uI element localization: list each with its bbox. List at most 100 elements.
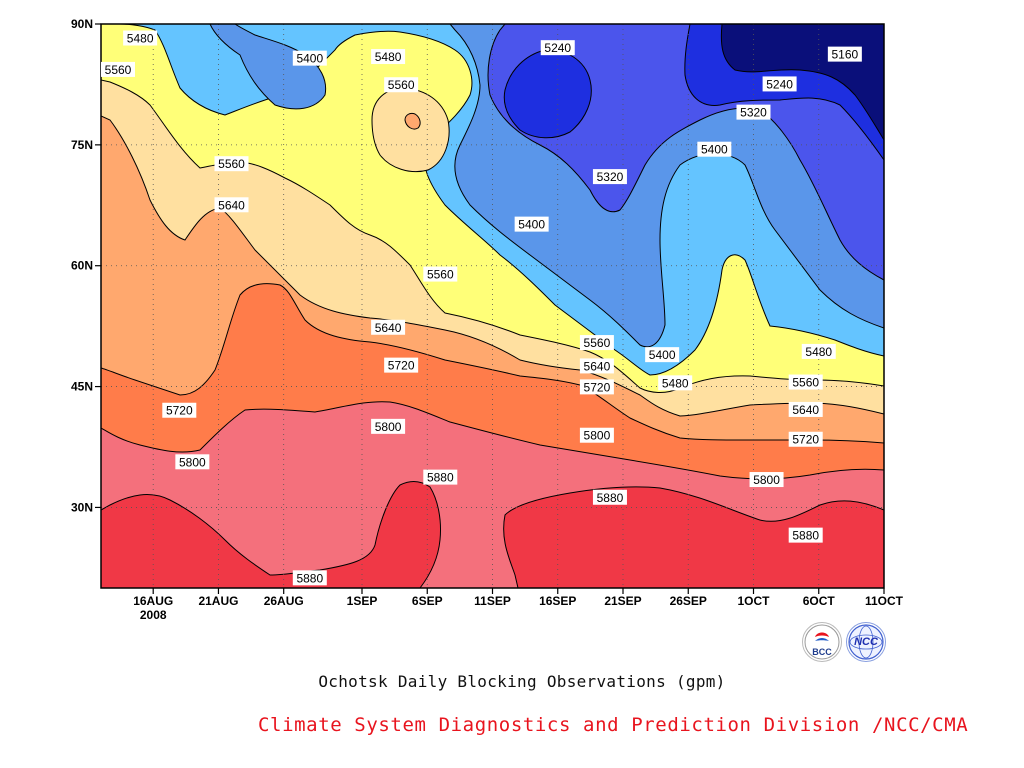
contour-label-text: 5480 [805,345,832,359]
contour-label-17: 5400 [645,347,680,363]
contour-label-text: 5560 [427,268,454,282]
contour-label-text: 5720 [166,404,193,418]
contour-label-23: 5720 [579,379,614,395]
contour-label-text: 5400 [649,348,676,362]
contour-label-text: 5880 [296,571,323,585]
credit-line: Climate System Diagnostics and Predictio… [258,714,969,736]
contour-label-33: 5880 [788,527,823,543]
contour-label-text: 5880 [427,471,454,485]
contour-label-bg [762,76,797,92]
contour-label-21: 5560 [788,374,823,390]
contour-label-text: 5880 [597,491,624,505]
ncc-logo-text: NCC [854,636,878,648]
contour-label-text: 5640 [792,403,819,417]
contour-label-bg [101,61,135,77]
x-tick-label: 6SEP [412,594,443,608]
contour-label-29: 5800 [175,454,210,470]
fill-5640-island [404,112,421,130]
x-tick-label: 21SEP [604,594,641,608]
contour-label-bg [788,431,823,447]
contour-label-bg [292,50,327,66]
contour-label-text: 5800 [584,429,611,443]
contour-label-text: 5560 [388,78,415,92]
x-axis: 16AUG 21AUG 26AUG 1SEP 6SEP 11SEP 16SEP 21SEP 26… [133,588,904,608]
contour-label-text: 5400 [701,143,728,157]
contour-label-text: 5800 [375,420,402,434]
contour-label-24: 5720 [162,402,197,418]
contour-label-0: 5480 [123,30,158,46]
bcc-logo-icon: BCC [802,622,842,662]
contour-label-31: 5800 [749,472,784,488]
y-axis: 90N 75N 60N 45N 30N [71,17,101,514]
contour-label-text: 5320 [597,170,624,184]
x-tick-label: 16AUG [133,594,173,608]
contour-labels: 5480 5560 5400 5480 5560 5240 5160 5240 5320 5400… [101,30,862,586]
contour-label-14: 5560 [423,266,458,282]
contour-label-7: 5240 [762,76,797,92]
x-tick-label: 26AUG [264,594,304,608]
contour-label-bg [123,30,158,46]
y-tick-label: 30N [71,500,93,514]
contour-label-bg [292,570,327,586]
contour-label-bg [371,418,406,434]
contour-label-text: 5560 [105,63,132,77]
contour-label-bg [540,40,575,56]
contour-label-8: 5320 [736,104,771,120]
contour-label-bg [579,358,614,374]
contour-label-text: 5640 [375,321,402,335]
contour-label-text: 5720 [388,359,415,373]
contour-label-10: 5320 [592,169,627,185]
contour-label-text: 5800 [179,455,206,469]
contour-label-13: 5400 [514,216,549,232]
contour-label-text: 5720 [584,380,611,394]
y-tick-label: 45N [71,380,93,394]
contour-label-bg [736,104,771,120]
contour-label-4: 5560 [384,77,419,93]
contour-label-text: 5800 [753,473,780,487]
y-tick-label: 75N [71,138,93,152]
contour-label-text: 5480 [127,32,154,46]
contour-label-text: 5240 [766,77,793,91]
contour-label-11: 5560 [214,156,249,172]
contour-label-bg [514,216,549,232]
contour-label-bg [697,141,732,157]
contour-label-15: 5640 [371,319,406,335]
contour-label-bg [658,375,693,391]
contour-label-18: 5480 [801,343,836,359]
contour-label-text: 5480 [375,50,402,64]
contour-label-text: 5160 [831,48,858,62]
contour-label-bg [788,374,823,390]
contour-label-22: 5480 [658,375,693,391]
x-tick-label: 26SEP [670,594,707,608]
contour-label-bg [371,319,406,335]
contour-label-bg [827,46,862,62]
y-tick-label: 60N [71,259,93,273]
contour-label-bg [579,379,614,395]
x-tick-label: 1SEP [347,594,378,608]
x-tick-label: 11SEP [474,594,511,608]
x-axis-year-label: 2008 [140,608,167,622]
x-tick-label: 16SEP [539,594,576,608]
contour-label-25: 5640 [788,401,823,417]
contour-label-text: 5720 [792,433,819,447]
contour-label-text: 5480 [662,376,689,390]
contour-label-bg [384,357,419,373]
contour-label-bg [788,401,823,417]
contour-label-bg [645,347,680,363]
contour-label-9: 5400 [697,141,732,157]
bcc-logo-text: BCC [812,647,832,657]
contour-label-text: 5560 [584,336,611,350]
x-tick-label: 11OCT [865,594,904,608]
contour-label-bg [801,343,836,359]
contour-label-16: 5560 [579,335,614,351]
contour-label-3: 5480 [371,49,406,65]
contour-label-bg [162,402,197,418]
chart-title: Ochotsk Daily Blocking Observations (gpm… [318,672,726,691]
contour-label-text: 5640 [584,359,611,373]
contour-label-bg [788,527,823,543]
fill-5400-island [209,24,327,110]
x-tick-label: 1OCT [737,594,770,608]
contour-label-text: 5560 [218,157,245,171]
contour-label-text: 5400 [296,52,323,66]
